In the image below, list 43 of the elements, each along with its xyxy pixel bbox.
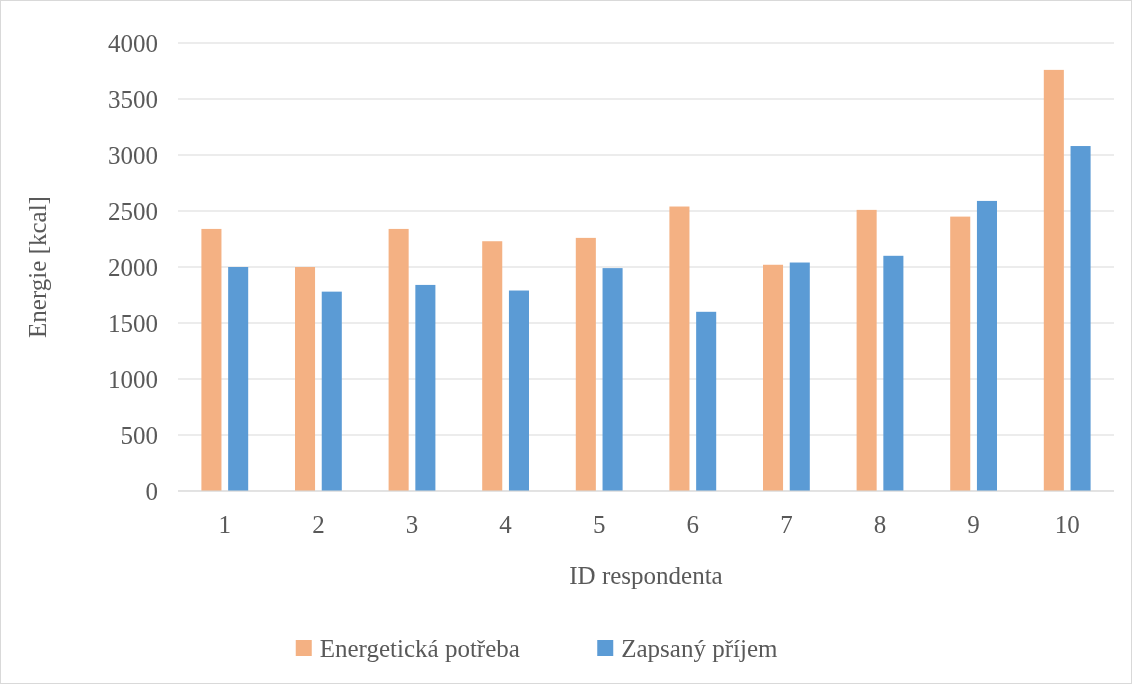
bar	[696, 311, 717, 491]
bar	[295, 267, 316, 491]
bar	[1070, 146, 1091, 491]
y-tick-label: 4000	[108, 29, 158, 57]
x-tick-label: 7	[780, 511, 793, 538]
x-axis-title: ID respondenta	[569, 562, 723, 589]
x-tick-label: 5	[592, 511, 606, 538]
bar	[321, 291, 342, 491]
x-tick-label: 3	[405, 511, 419, 538]
legend-label: Energetická potřeba	[319, 634, 520, 662]
bar	[976, 200, 997, 491]
x-tick-label: 4	[499, 511, 513, 538]
bar	[508, 290, 529, 491]
y-tick-label: 0	[145, 477, 158, 505]
bar	[602, 268, 623, 491]
x-tick-label: 6	[686, 511, 700, 538]
x-tick-label: 2	[312, 511, 325, 538]
bar	[883, 255, 904, 491]
x-tick-label: 8	[873, 511, 887, 538]
legend-label: Zapsaný příjem	[621, 634, 779, 662]
bar	[228, 267, 249, 491]
y-tick-label: 3000	[108, 141, 158, 169]
y-tick-label: 2500	[108, 197, 158, 225]
bar	[763, 264, 784, 491]
y-tick-label: 1000	[108, 365, 158, 393]
x-tick-label: 9	[967, 511, 980, 538]
bar	[388, 228, 409, 491]
bar	[201, 228, 222, 491]
bar	[669, 206, 690, 491]
x-tick-label: 10	[1054, 511, 1080, 538]
bar	[1043, 69, 1064, 491]
y-axis-title: Energie [kcal]	[24, 196, 51, 338]
y-tick-label: 2000	[108, 253, 158, 281]
y-tick-label: 500	[120, 421, 158, 449]
bar	[482, 241, 503, 491]
y-tick-label: 1500	[108, 309, 158, 337]
x-tick-label: 1	[218, 511, 232, 538]
y-tick-label: 3500	[108, 85, 158, 113]
bar	[950, 216, 971, 491]
bar	[575, 237, 596, 491]
bar	[415, 284, 436, 491]
bar	[856, 209, 877, 491]
bar	[789, 262, 810, 491]
